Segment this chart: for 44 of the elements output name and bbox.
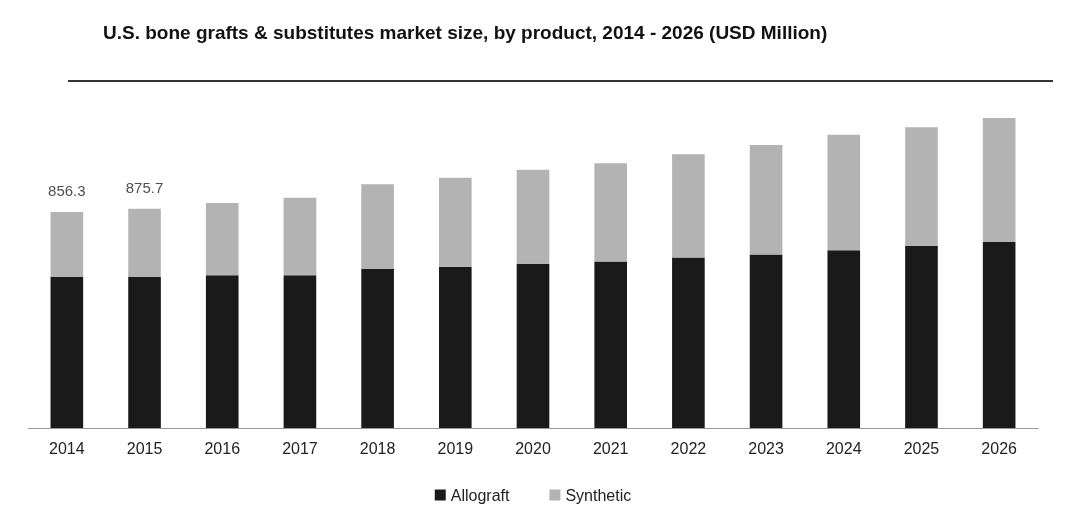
x-tick-label: 2024 <box>825 439 862 457</box>
x-tick-label: 2018 <box>359 439 396 457</box>
bar <box>982 242 1016 428</box>
bar <box>594 261 628 428</box>
legend-label: Synthetic <box>565 486 632 504</box>
bar <box>827 134 861 251</box>
bar <box>982 118 1016 242</box>
x-tick-label: 2023 <box>748 439 784 457</box>
bar <box>438 266 472 428</box>
bar <box>516 169 550 264</box>
bar <box>205 275 239 428</box>
bar <box>205 202 239 276</box>
x-tick-label: 2022 <box>670 439 707 457</box>
bar <box>361 268 394 428</box>
x-tick-label: 2017 <box>282 439 318 457</box>
bar <box>749 144 783 255</box>
bar <box>50 211 84 278</box>
bar <box>516 263 550 428</box>
bar <box>672 154 705 258</box>
bar <box>283 197 317 276</box>
x-tick-label: 2020 <box>515 439 551 457</box>
bar <box>905 127 938 247</box>
bar <box>283 275 317 428</box>
x-tick-label: 2019 <box>437 439 474 457</box>
x-tick-label: 2021 <box>592 439 629 457</box>
x-tick-label: 2016 <box>204 439 241 457</box>
bar <box>50 277 84 428</box>
bar <box>128 208 161 278</box>
bar <box>594 163 628 262</box>
bar <box>827 250 861 428</box>
bar <box>672 257 705 428</box>
bar <box>905 246 938 428</box>
annotation: 856.3 <box>48 181 86 199</box>
legend-label: Allograft <box>450 486 510 504</box>
bar <box>438 177 472 267</box>
bar <box>128 277 161 428</box>
bar <box>749 254 783 428</box>
x-tick-label: 2025 <box>903 439 940 457</box>
chart-title: U.S. bone grafts & substitutes market size, by product, 2014 - 2026 (USD Million) <box>103 22 828 43</box>
annotation: 875.7 <box>125 178 164 196</box>
x-tick-label: 2014 <box>49 439 85 457</box>
bar <box>361 184 394 269</box>
x-tick-label: 2015 <box>126 439 163 457</box>
x-tick-label: 2026 <box>981 439 1018 457</box>
